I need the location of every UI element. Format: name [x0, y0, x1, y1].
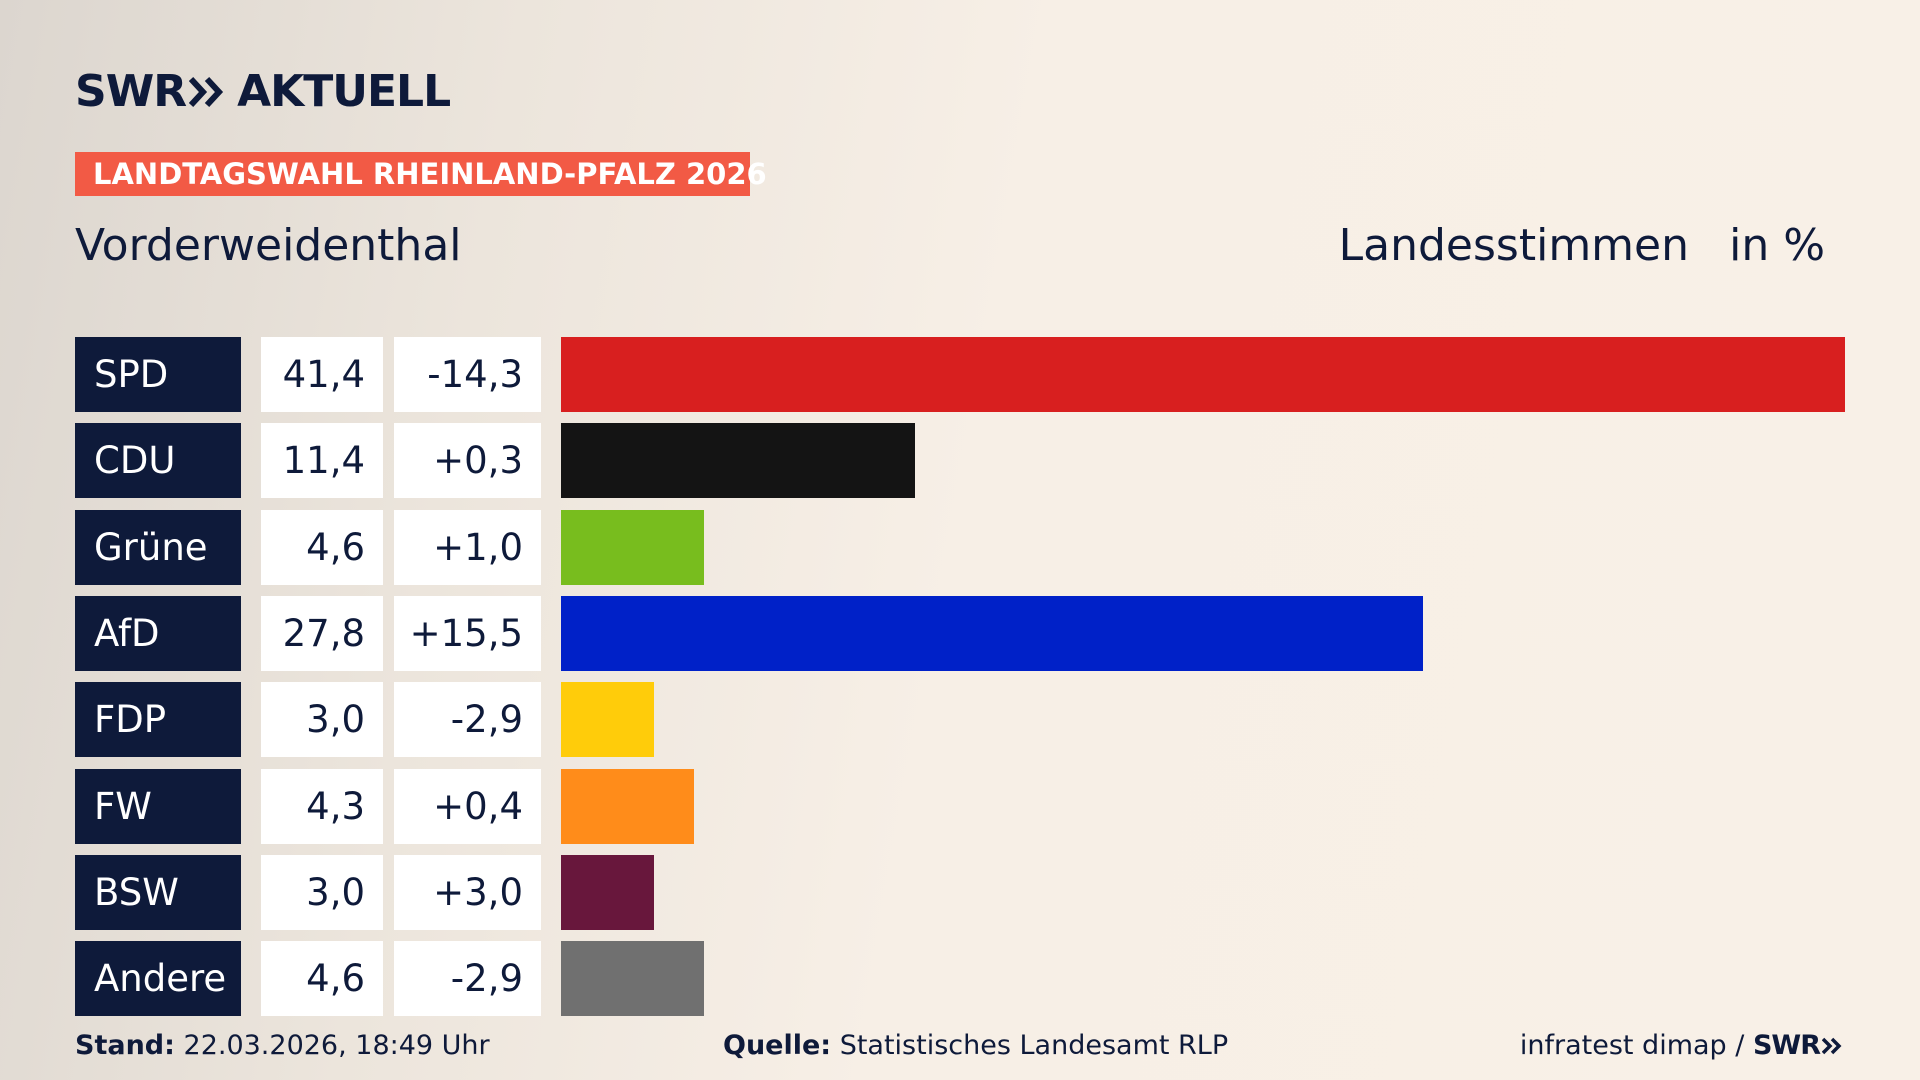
credit-brand: SWR — [1752, 1030, 1821, 1061]
chart-title: Vorderweidenthal — [75, 220, 462, 271]
bar — [561, 337, 1845, 412]
measure: Landesstimmen — [1338, 220, 1689, 271]
bar — [561, 768, 695, 844]
party-label: Grüne — [75, 509, 241, 585]
change-label: +1,0 — [394, 509, 541, 585]
source: Statistisches Landesamt RLP — [839, 1030, 1229, 1061]
change-label: +0,3 — [394, 423, 541, 499]
credit-chevrons — [1822, 1037, 1842, 1054]
bar — [561, 941, 704, 1017]
value-label: 3,0 — [261, 854, 383, 930]
party-label: Andere — [75, 941, 241, 1017]
value-label: 4,3 — [261, 768, 383, 844]
value-label: 27,8 — [261, 595, 383, 671]
party-label: BSW — [75, 854, 241, 930]
change-label: +15,5 — [394, 595, 541, 671]
unit: in % — [1729, 220, 1825, 271]
value-label: 11,4 — [261, 423, 383, 499]
source-label: Quelle: — [723, 1030, 832, 1061]
stand-label: Stand: — [75, 1030, 175, 1061]
brand-suffix: AKTUELL — [237, 66, 451, 117]
party-label: AfD — [75, 595, 241, 671]
logo: SWR AKTUELL — [75, 66, 451, 117]
change-label: -2,9 — [394, 682, 541, 758]
party-label: FDP — [75, 682, 241, 758]
bar — [561, 595, 1424, 671]
party-label: SPD — [75, 337, 241, 412]
footer-stand: Stand: 22.03.2026, 18:49 Uhr — [75, 1030, 490, 1061]
change-label: -14,3 — [394, 337, 541, 412]
footer-credit: infratest dimap / SWR — [1520, 1030, 1844, 1061]
party-label: CDU — [75, 423, 241, 499]
brand: SWR — [75, 66, 187, 117]
bar — [561, 423, 915, 499]
change-label: +0,4 — [394, 768, 541, 844]
value-label: 4,6 — [261, 941, 383, 1017]
bar — [561, 682, 655, 758]
credit: infratest dimap / — [1519, 1030, 1745, 1061]
party-label: FW — [75, 768, 241, 844]
change-label: +3,0 — [394, 854, 541, 930]
footer-source: Quelle: Statistisches Landesamt RLP — [723, 1030, 1228, 1061]
bar — [561, 509, 704, 585]
bar — [561, 854, 655, 930]
value-label: 3,0 — [261, 682, 383, 758]
banner: LANDTAGSWAHL RHEINLAND-PFALZ 2026 — [75, 152, 767, 196]
value-label: 41,4 — [261, 337, 383, 412]
change-label: -2,9 — [394, 941, 541, 1017]
value-label: 4,6 — [261, 509, 383, 585]
stand: 22.03.2026, 18:49 Uhr — [183, 1030, 490, 1061]
chevrons — [189, 76, 224, 107]
